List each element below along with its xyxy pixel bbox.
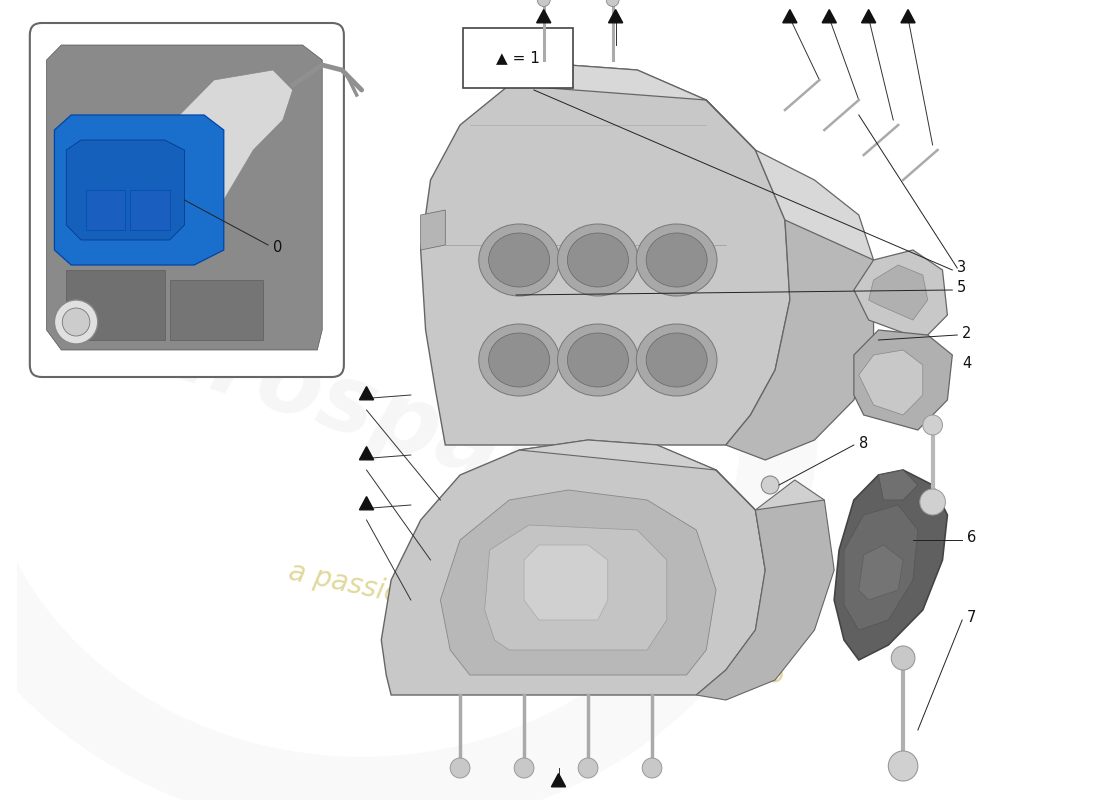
Ellipse shape	[478, 224, 560, 296]
Circle shape	[761, 476, 779, 494]
Polygon shape	[834, 470, 947, 660]
Polygon shape	[46, 45, 322, 350]
Circle shape	[920, 489, 945, 515]
Ellipse shape	[558, 324, 638, 396]
Polygon shape	[696, 500, 834, 700]
Polygon shape	[66, 270, 165, 340]
Circle shape	[923, 415, 943, 435]
Polygon shape	[130, 190, 169, 230]
Polygon shape	[861, 10, 876, 22]
Ellipse shape	[558, 224, 638, 296]
Circle shape	[889, 751, 917, 781]
Text: 2: 2	[962, 326, 971, 341]
Ellipse shape	[646, 233, 707, 287]
Polygon shape	[169, 280, 263, 340]
Polygon shape	[485, 525, 667, 650]
Ellipse shape	[488, 333, 550, 387]
Polygon shape	[859, 545, 903, 600]
Polygon shape	[125, 70, 293, 200]
Polygon shape	[86, 190, 125, 230]
Polygon shape	[854, 330, 953, 430]
Polygon shape	[608, 10, 623, 22]
Polygon shape	[869, 265, 927, 320]
Ellipse shape	[646, 333, 707, 387]
Polygon shape	[822, 10, 836, 22]
Polygon shape	[420, 65, 790, 445]
Ellipse shape	[636, 224, 717, 296]
Text: 0: 0	[273, 241, 283, 255]
Circle shape	[891, 646, 915, 670]
Ellipse shape	[478, 324, 560, 396]
Circle shape	[63, 308, 90, 336]
Polygon shape	[66, 140, 185, 240]
FancyBboxPatch shape	[30, 23, 344, 377]
Polygon shape	[54, 115, 223, 265]
Polygon shape	[519, 440, 824, 570]
Circle shape	[642, 758, 662, 778]
Text: 4: 4	[962, 355, 971, 370]
Circle shape	[537, 0, 550, 6]
Polygon shape	[551, 774, 565, 787]
Polygon shape	[854, 250, 947, 340]
Polygon shape	[901, 10, 915, 22]
Circle shape	[514, 758, 534, 778]
Text: 3: 3	[957, 261, 967, 275]
Circle shape	[606, 0, 619, 6]
Text: 8: 8	[859, 435, 868, 450]
Ellipse shape	[636, 324, 717, 396]
Text: a passion for classic cars since 1985: a passion for classic cars since 1985	[286, 558, 788, 690]
Polygon shape	[879, 470, 917, 500]
Polygon shape	[360, 497, 374, 510]
Text: 6: 6	[967, 530, 977, 546]
Ellipse shape	[568, 233, 628, 287]
Text: eurospares: eurospares	[76, 280, 673, 552]
Circle shape	[579, 758, 598, 778]
FancyBboxPatch shape	[462, 28, 573, 88]
Polygon shape	[726, 220, 873, 460]
Text: 7: 7	[967, 610, 977, 626]
Polygon shape	[440, 490, 716, 675]
Polygon shape	[844, 505, 917, 630]
Text: 5: 5	[957, 281, 967, 295]
Circle shape	[54, 300, 98, 344]
Polygon shape	[509, 65, 873, 285]
Polygon shape	[360, 386, 374, 400]
Polygon shape	[783, 10, 798, 22]
Polygon shape	[524, 545, 607, 620]
Circle shape	[450, 758, 470, 778]
Ellipse shape	[568, 333, 628, 387]
Polygon shape	[382, 440, 766, 695]
Polygon shape	[360, 446, 374, 460]
Text: ▲ = 1: ▲ = 1	[496, 50, 540, 66]
Polygon shape	[537, 10, 551, 22]
Polygon shape	[420, 210, 446, 250]
Ellipse shape	[488, 233, 550, 287]
Polygon shape	[859, 350, 923, 415]
